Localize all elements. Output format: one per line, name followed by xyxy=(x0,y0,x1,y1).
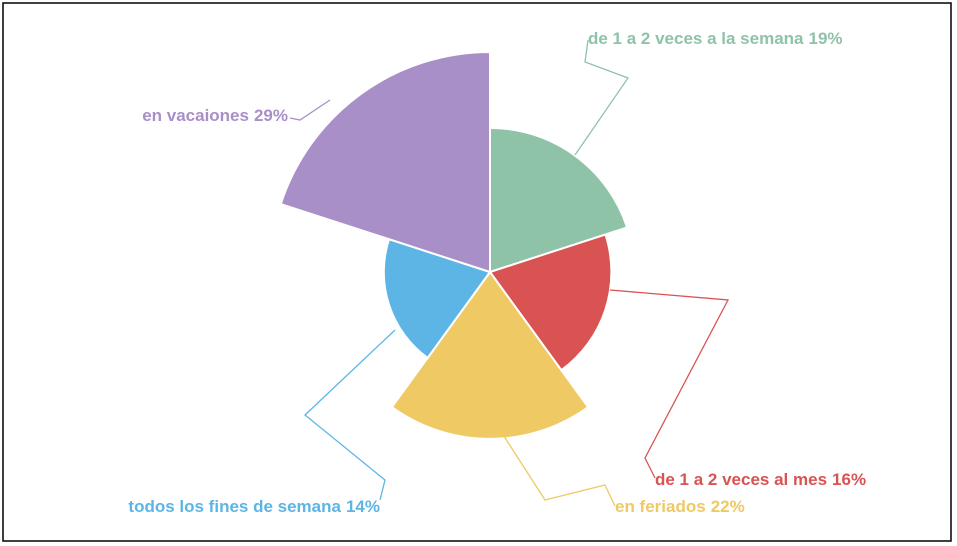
leader-line xyxy=(574,39,630,156)
category-label: en vacaiones xyxy=(142,106,249,125)
leader-line xyxy=(609,289,730,479)
rose-slice xyxy=(382,237,492,360)
slice-label: de 1 a 2 veces al mes 16% xyxy=(655,470,866,489)
value-label: 29% xyxy=(254,106,288,125)
slice-label: de 1 a 2 veces a la semana 19% xyxy=(588,29,843,48)
category-label: de 1 a 2 veces al mes xyxy=(655,470,827,489)
leader-line xyxy=(499,429,616,507)
category-label: de 1 a 2 veces a la semana xyxy=(588,29,804,48)
leader-line xyxy=(289,99,331,121)
rose-slice xyxy=(489,126,629,274)
rose-slice xyxy=(279,50,491,274)
rose-slice xyxy=(390,270,590,440)
rose-slice xyxy=(488,233,613,372)
slice-label: en feriados 22% xyxy=(615,497,745,516)
value-label: 19% xyxy=(809,29,843,48)
value-label: 14% xyxy=(346,497,380,516)
value-label: 22% xyxy=(711,497,745,516)
leader-line xyxy=(304,329,396,501)
slice-label: en vacaiones 29% xyxy=(142,106,288,125)
value-label: 16% xyxy=(832,470,866,489)
slice-label: todos los fines de semana 14% xyxy=(128,497,380,516)
category-label: en feriados xyxy=(615,497,706,516)
category-label: todos los fines de semana xyxy=(128,497,341,516)
